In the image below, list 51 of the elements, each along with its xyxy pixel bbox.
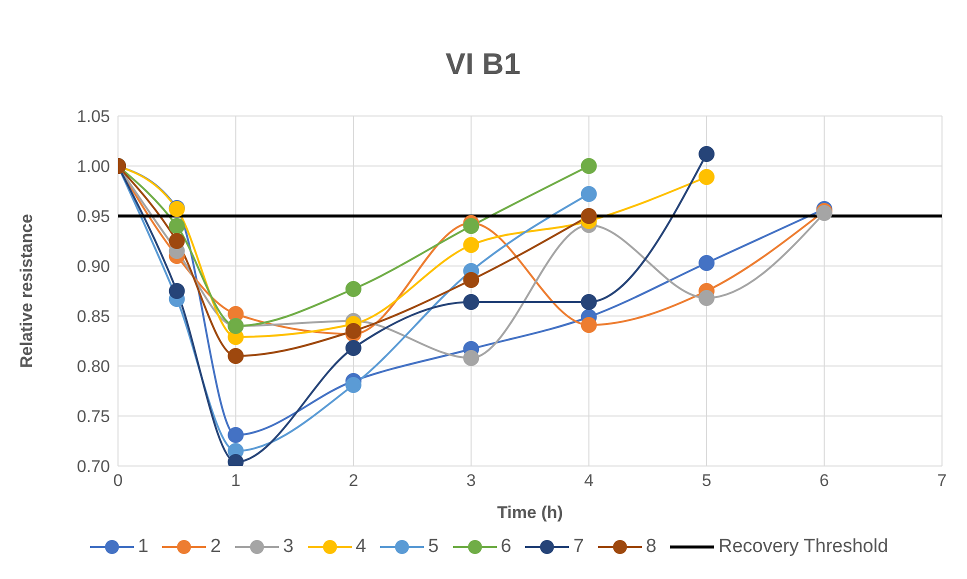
point [345, 323, 362, 339]
point [580, 317, 597, 333]
point [168, 283, 185, 299]
point [698, 146, 715, 162]
x-axis-title: Time (h) [497, 503, 563, 522]
legend-label: 3 [282, 536, 294, 558]
y-tick-label: 1.05 [76, 107, 110, 126]
legend-label: 5 [427, 536, 439, 558]
point [698, 255, 715, 271]
x-tick-label: 1 [230, 471, 240, 490]
x-tick-label: 0 [113, 471, 123, 490]
x-tick-label: 5 [702, 471, 712, 490]
point [463, 350, 480, 366]
x-tick-label: 2 [348, 471, 358, 490]
point [463, 218, 480, 234]
point [580, 208, 597, 224]
y-tick-label: 0.95 [76, 207, 110, 226]
point [698, 290, 715, 306]
legend-label: Recovery Threshold [717, 536, 888, 558]
point [345, 340, 362, 356]
x-tick-label: 6 [820, 471, 830, 490]
point [580, 158, 597, 174]
x-tick-label: 3 [466, 471, 476, 490]
y-tick-label: 0.75 [76, 407, 110, 426]
legend-label: 7 [572, 536, 584, 558]
point [168, 233, 185, 249]
point [580, 186, 597, 202]
legend-label: 6 [500, 536, 512, 558]
point [228, 427, 244, 443]
legend-label: 4 [354, 536, 366, 558]
point [168, 218, 185, 234]
y-tick-label: 0.70 [76, 457, 110, 476]
point [463, 237, 480, 253]
legend-label: 1 [136, 536, 148, 558]
x-tick-label: 4 [584, 471, 594, 490]
y-tick-label: 1.00 [76, 157, 110, 176]
point [463, 294, 480, 310]
point [580, 294, 597, 310]
y-tick-label: 0.85 [76, 307, 110, 326]
point [463, 272, 480, 288]
legend-label: 2 [209, 536, 221, 558]
point [228, 348, 244, 364]
point [345, 281, 362, 297]
x-tick-label: 7 [937, 471, 947, 490]
y-tick-label: 0.90 [76, 257, 110, 276]
y-axis-title: Relative resistance [17, 214, 36, 368]
legend-label: 8 [644, 536, 656, 558]
chart-title: VI B1 [444, 47, 522, 83]
y-tick-label: 0.80 [76, 357, 110, 376]
point [345, 377, 362, 393]
point [698, 169, 715, 185]
